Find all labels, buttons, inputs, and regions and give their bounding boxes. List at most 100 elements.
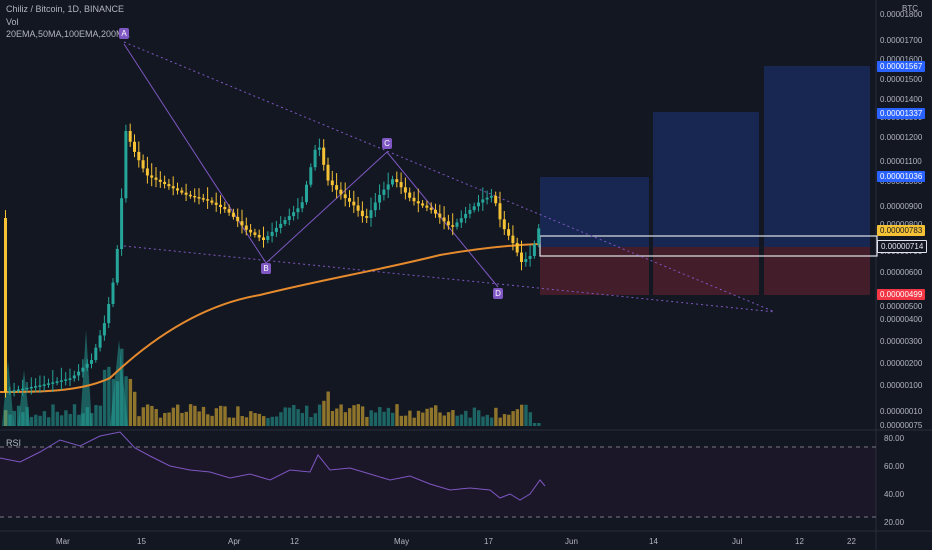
candle-body: [206, 199, 210, 201]
price-axis-label: 0.00001500: [880, 75, 923, 84]
volume-bar: [507, 414, 511, 426]
candle-body: [4, 218, 7, 392]
lower-trendline[interactable]: [123, 245, 776, 313]
candle-body: [515, 243, 519, 253]
pattern-point-d: D: [493, 288, 503, 299]
volume-bar: [201, 406, 206, 426]
volume-bar: [386, 407, 391, 426]
candle-body: [81, 367, 85, 372]
candle-body: [163, 181, 167, 185]
time-axis-label: Mar: [56, 537, 70, 546]
volume-bar: [253, 413, 257, 426]
candle-body: [12, 390, 16, 392]
volume-bar: [322, 400, 326, 426]
candle-body: [8, 391, 12, 393]
candle-body: [348, 198, 351, 202]
candle-body: [373, 202, 377, 211]
volume-bar: [446, 412, 451, 426]
volume-bar: [223, 406, 227, 426]
volume-bar: [360, 406, 365, 426]
volume-bar: [227, 417, 231, 426]
candle-body: [176, 188, 179, 191]
candle-body: [438, 213, 442, 218]
price-axis-label: 0.00001400: [880, 95, 923, 104]
rsi-pane-bg: [0, 447, 876, 517]
price-axis-label: 0.00000010: [880, 407, 923, 416]
candle-body: [29, 386, 33, 389]
volume-bar: [167, 412, 171, 426]
ma-legend[interactable]: 20EMA,50MA,100EMA,200MA: [6, 29, 130, 39]
candle-body: [249, 229, 253, 233]
volume-bar: [72, 404, 77, 426]
volume-bar: [434, 405, 438, 426]
candle-body: [201, 198, 205, 200]
volume-bar: [206, 414, 210, 426]
price-tag-target-1: 0.00001036: [877, 171, 926, 182]
volume-bar: [472, 407, 477, 426]
volume-bar: [193, 405, 197, 426]
volume-bar: [528, 412, 532, 426]
candle-body: [305, 184, 308, 203]
volume-bar: [313, 413, 317, 426]
volume-bar: [34, 414, 38, 426]
candle-body: [494, 195, 498, 204]
volume-bar: [38, 415, 42, 426]
candle-body: [59, 380, 63, 382]
candle-body: [120, 198, 124, 249]
candle-body: [524, 258, 528, 262]
candle-body: [85, 363, 89, 368]
candle-body: [34, 386, 38, 388]
volume-bar: [145, 404, 150, 426]
price-tag-stop: 0.00000499: [877, 289, 926, 300]
volume-bar: [154, 409, 158, 426]
stop-zone-3: [764, 247, 870, 295]
candle-body: [227, 209, 231, 213]
candle-body: [137, 151, 141, 161]
volume-bar: [429, 407, 434, 426]
volume-legend[interactable]: Vol: [6, 17, 19, 27]
candle-body: [124, 131, 128, 199]
candle-body: [468, 209, 472, 214]
candles-layer[interactable]: [4, 123, 541, 398]
price-axis-label: 0.00000300: [880, 337, 923, 346]
candle-body: [403, 187, 407, 193]
candle-body: [537, 228, 541, 245]
stop-zone-1: [540, 247, 649, 295]
candle-body: [25, 387, 29, 390]
volume-bar: [16, 405, 21, 426]
stop-zone-2: [653, 247, 759, 295]
volume-bar: [171, 407, 176, 426]
candle-body: [240, 221, 244, 226]
candle-body: [219, 204, 222, 207]
target-zone-3: [764, 66, 870, 247]
volume-bar: [305, 405, 309, 426]
candle-body: [335, 185, 339, 190]
volume-bar: [309, 417, 313, 426]
candle-body: [391, 179, 394, 185]
volume-bar: [231, 417, 236, 426]
candle-body: [296, 208, 300, 213]
volume-bar: [502, 414, 507, 426]
volume-bar: [339, 404, 343, 426]
volume-bar: [266, 417, 270, 426]
volume-bar: [537, 423, 541, 426]
target-zone-2: [653, 112, 759, 247]
candle-body: [382, 189, 386, 195]
symbol-title[interactable]: Chiliz / Bitcoin, 1D, BINANCE: [6, 4, 125, 14]
candle-body: [55, 381, 59, 383]
volume-bar: [317, 404, 322, 426]
volume-bar: [244, 417, 249, 426]
candle-body: [446, 221, 450, 226]
candle-body: [64, 379, 68, 381]
volume-bar: [158, 417, 163, 426]
price-axis-label: 0.00001600: [880, 55, 923, 64]
rsi-label[interactable]: RSI: [6, 438, 22, 448]
volume-bar: [188, 404, 193, 426]
abcd-pattern-line[interactable]: [123, 43, 499, 288]
candle-body: [141, 160, 145, 169]
volume-bar: [382, 411, 386, 426]
volume-bar: [163, 412, 167, 426]
candle-body: [442, 217, 446, 222]
